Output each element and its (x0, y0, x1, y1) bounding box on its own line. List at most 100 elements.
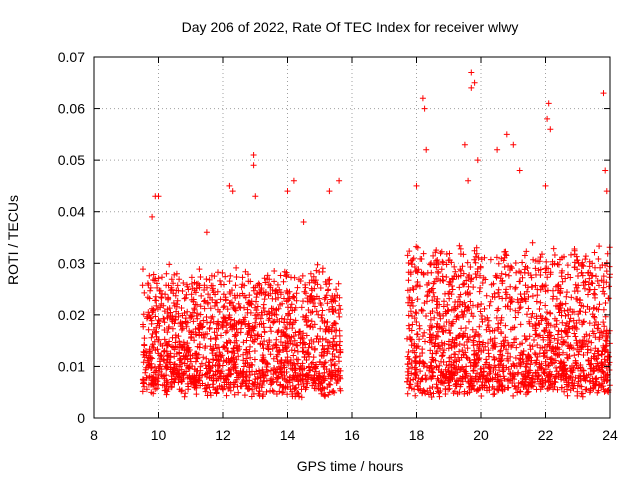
data-point (281, 316, 288, 323)
data-point (240, 316, 247, 323)
data-point (278, 371, 285, 378)
data-point (201, 305, 208, 312)
data-point (465, 336, 472, 343)
data-point (511, 336, 518, 343)
data-point (453, 314, 460, 320)
data-point (482, 343, 489, 350)
data-point (265, 308, 272, 315)
data-point (414, 331, 421, 338)
data-point (167, 364, 174, 371)
data-point (583, 331, 590, 338)
data-point (599, 380, 605, 387)
data-point (195, 376, 202, 383)
data-point (197, 303, 204, 310)
data-point (184, 319, 191, 326)
data-point (140, 359, 147, 366)
data-point (485, 324, 492, 331)
data-point (206, 365, 213, 372)
data-point (196, 282, 203, 289)
data-point (584, 303, 591, 310)
data-point (283, 333, 290, 340)
data-point (252, 336, 259, 343)
data-point (327, 296, 334, 303)
data-point (162, 291, 169, 298)
data-point (451, 357, 458, 363)
data-point (275, 327, 282, 334)
data-point (330, 335, 337, 342)
data-point (280, 278, 287, 285)
data-point (147, 287, 154, 294)
data-point (406, 325, 413, 332)
data-point (586, 286, 593, 293)
data-point (236, 343, 243, 350)
data-point (203, 314, 210, 320)
data-point (325, 373, 332, 380)
data-point (413, 182, 420, 189)
data-point (545, 385, 552, 392)
data-point (446, 382, 453, 389)
data-point (509, 380, 516, 386)
data-point (165, 296, 171, 303)
data-point (191, 279, 198, 286)
data-point (246, 292, 253, 299)
data-point (277, 301, 284, 308)
data-point (553, 321, 560, 328)
data-point (528, 314, 535, 321)
data-point (172, 292, 179, 299)
data-point (531, 337, 537, 343)
data-point (411, 264, 418, 270)
data-point (491, 343, 498, 350)
data-point (559, 254, 565, 261)
data-point (460, 270, 467, 277)
data-point (552, 373, 559, 380)
data-point (527, 272, 534, 279)
data-point (573, 337, 580, 344)
data-point (250, 152, 257, 158)
data-point (210, 318, 217, 325)
data-point (288, 274, 294, 281)
y-tick-label: 0.06 (58, 101, 85, 117)
data-point (260, 371, 267, 378)
data-point (301, 288, 308, 295)
data-point (575, 351, 582, 358)
data-point (543, 316, 550, 323)
data-point (536, 321, 543, 328)
data-point (300, 219, 307, 225)
data-point (180, 372, 187, 379)
data-point (502, 322, 509, 329)
data-point (184, 345, 191, 352)
data-point (232, 307, 239, 314)
data-point (162, 340, 169, 347)
data-point (291, 294, 298, 301)
data-point (245, 271, 251, 278)
data-point (427, 347, 434, 354)
data-point (446, 295, 453, 302)
data-point (144, 294, 151, 301)
data-point (417, 378, 424, 385)
data-point (206, 384, 213, 391)
data-point (492, 371, 499, 377)
data-point (601, 346, 608, 353)
data-point (333, 286, 340, 293)
data-point (433, 257, 439, 264)
data-point (436, 389, 442, 396)
data-point (247, 372, 253, 378)
data-point (423, 313, 429, 319)
data-point (140, 379, 147, 386)
data-point (484, 372, 491, 379)
data-point (274, 281, 281, 288)
data-point (474, 157, 481, 164)
data-point (515, 380, 522, 386)
data-point (303, 332, 310, 339)
data-point (584, 349, 591, 356)
data-point (547, 356, 554, 363)
data-point (574, 257, 580, 264)
data-point (148, 317, 155, 324)
data-point (161, 357, 168, 364)
data-point (505, 303, 511, 310)
data-point (557, 300, 564, 307)
data-point (282, 339, 289, 346)
data-point (306, 340, 313, 347)
data-point (322, 328, 329, 335)
data-point (203, 355, 210, 362)
